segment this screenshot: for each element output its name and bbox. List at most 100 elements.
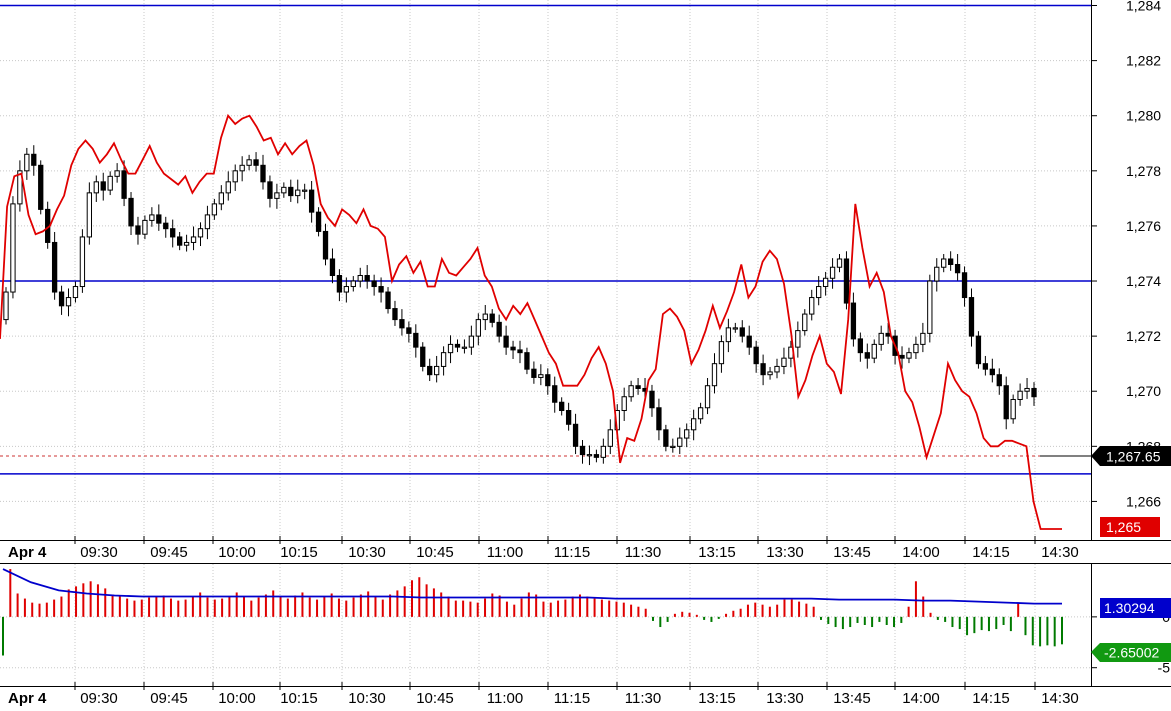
osc-x-tick-label: 13:15 (698, 690, 736, 706)
candle-up (79, 236, 86, 288)
candle-up (114, 170, 120, 177)
candle-down (454, 343, 461, 348)
candle-up (149, 214, 155, 221)
candle-down (288, 186, 294, 197)
candle-down (253, 159, 259, 166)
osc-line-badge-shape (1100, 598, 1171, 618)
price-x-axis: Apr 4 09:30 09:45 10:00 10:15 10:30 10:45 11:00… (8, 536, 1079, 561)
candle-down (392, 308, 398, 321)
candle-up (447, 343, 454, 354)
osc-x-tick-label: 10:15 (280, 690, 318, 706)
candle-up (774, 365, 780, 373)
candle-down (128, 197, 134, 227)
candle-up (704, 385, 711, 409)
candle-down (267, 181, 273, 199)
price-x-tick-label: 10:00 (218, 544, 256, 561)
candle-down (954, 263, 961, 274)
candle-up (239, 164, 245, 172)
candle-up (934, 266, 940, 282)
candle-up (711, 363, 718, 387)
candle-up (836, 258, 843, 268)
candle-down (947, 258, 954, 265)
candle-down (364, 275, 370, 282)
price-x-tick-label: 13:15 (698, 544, 736, 561)
price-y-tick-label: 1,266 (1126, 493, 1161, 509)
candle-down (531, 368, 537, 378)
candle-down (496, 321, 502, 337)
candle-down (579, 445, 586, 456)
candle-down (336, 275, 343, 293)
osc-x-tick-label: 14:00 (902, 690, 940, 706)
candle-up (72, 286, 79, 299)
candle-up (927, 280, 933, 334)
candle-up (941, 258, 947, 268)
candle-down (170, 228, 176, 238)
candle-up (65, 297, 72, 307)
candle-up (190, 236, 197, 243)
candle-up (1024, 387, 1030, 392)
candle-up (822, 277, 829, 288)
candle-up (816, 286, 822, 299)
candle-up (3, 291, 9, 321)
price-x-tick-label: 14:30 (1041, 544, 1079, 561)
candle-down (420, 346, 426, 367)
candle-up (718, 341, 725, 365)
oscillator-line-group (2, 568, 1062, 605)
price-y-tick-label: 1,274 (1126, 273, 1161, 289)
candle-up (829, 266, 836, 279)
candle-down (663, 429, 669, 447)
candle-down (329, 258, 336, 277)
price-x-tick-label: 11:30 (625, 544, 661, 561)
osc-x-tick-label: 13:30 (766, 690, 804, 706)
candle-up (183, 241, 190, 246)
candle-down (378, 286, 384, 293)
candle-down (968, 297, 975, 337)
candle-down (58, 291, 65, 307)
candle-down (739, 327, 745, 337)
price-y-tick-label: 1,282 (1126, 53, 1161, 69)
candle-down (308, 189, 315, 213)
candle-down (385, 291, 391, 310)
candle-down (100, 181, 106, 191)
price-x-tick-label: 14:15 (972, 544, 1010, 561)
osc-x-tick-label: 14:30 (1041, 690, 1079, 706)
candle-down (406, 327, 412, 334)
candle-up (677, 437, 683, 447)
candle-up (684, 429, 690, 439)
osc-x-tick-label: 11:15 (554, 690, 590, 706)
osc-x-tick-label: 10:45 (416, 690, 454, 706)
oscillator-panel: 0-5 Apr 409:3009:4510:0010:1510:3010:451… (0, 564, 1171, 707)
candle-up (142, 219, 148, 235)
candle-up (920, 332, 926, 345)
candle-up (781, 357, 787, 367)
candle-down (121, 170, 127, 199)
candle-down (517, 349, 523, 354)
candle-down (996, 374, 1002, 387)
oscillator-bars (2, 569, 1063, 656)
price-x-tick-label: 10:15 (280, 544, 318, 561)
candle-up (468, 335, 475, 348)
candle-down (649, 390, 655, 409)
candle-up (906, 352, 912, 359)
candle-down (961, 272, 968, 299)
candle-up (440, 352, 447, 367)
osc-x-tick-label: 11:00 (487, 690, 523, 706)
price-y-tick-label: 1,280 (1126, 108, 1161, 124)
price-y-tick-label: 1,278 (1126, 163, 1161, 179)
candle-up (350, 280, 356, 288)
candle-up (357, 275, 363, 282)
candle-down (260, 164, 266, 183)
price-x-tick-label: 13:30 (766, 544, 804, 561)
candle-up (232, 170, 238, 183)
osc-line-badge: 1.30294 (1100, 598, 1171, 618)
candle-down (850, 302, 857, 340)
candle-up (538, 374, 544, 378)
candle-down (545, 374, 551, 387)
osc-bar-badge-shape (1091, 643, 1171, 662)
candle-down (399, 319, 405, 329)
candle-up (690, 418, 697, 431)
price-y-axis: 1,2661,2681,2701,2721,2741,2761,2781,280… (1091, 0, 1161, 509)
candle-up (809, 297, 815, 315)
candle-down (38, 164, 44, 210)
candle-up (461, 346, 468, 349)
